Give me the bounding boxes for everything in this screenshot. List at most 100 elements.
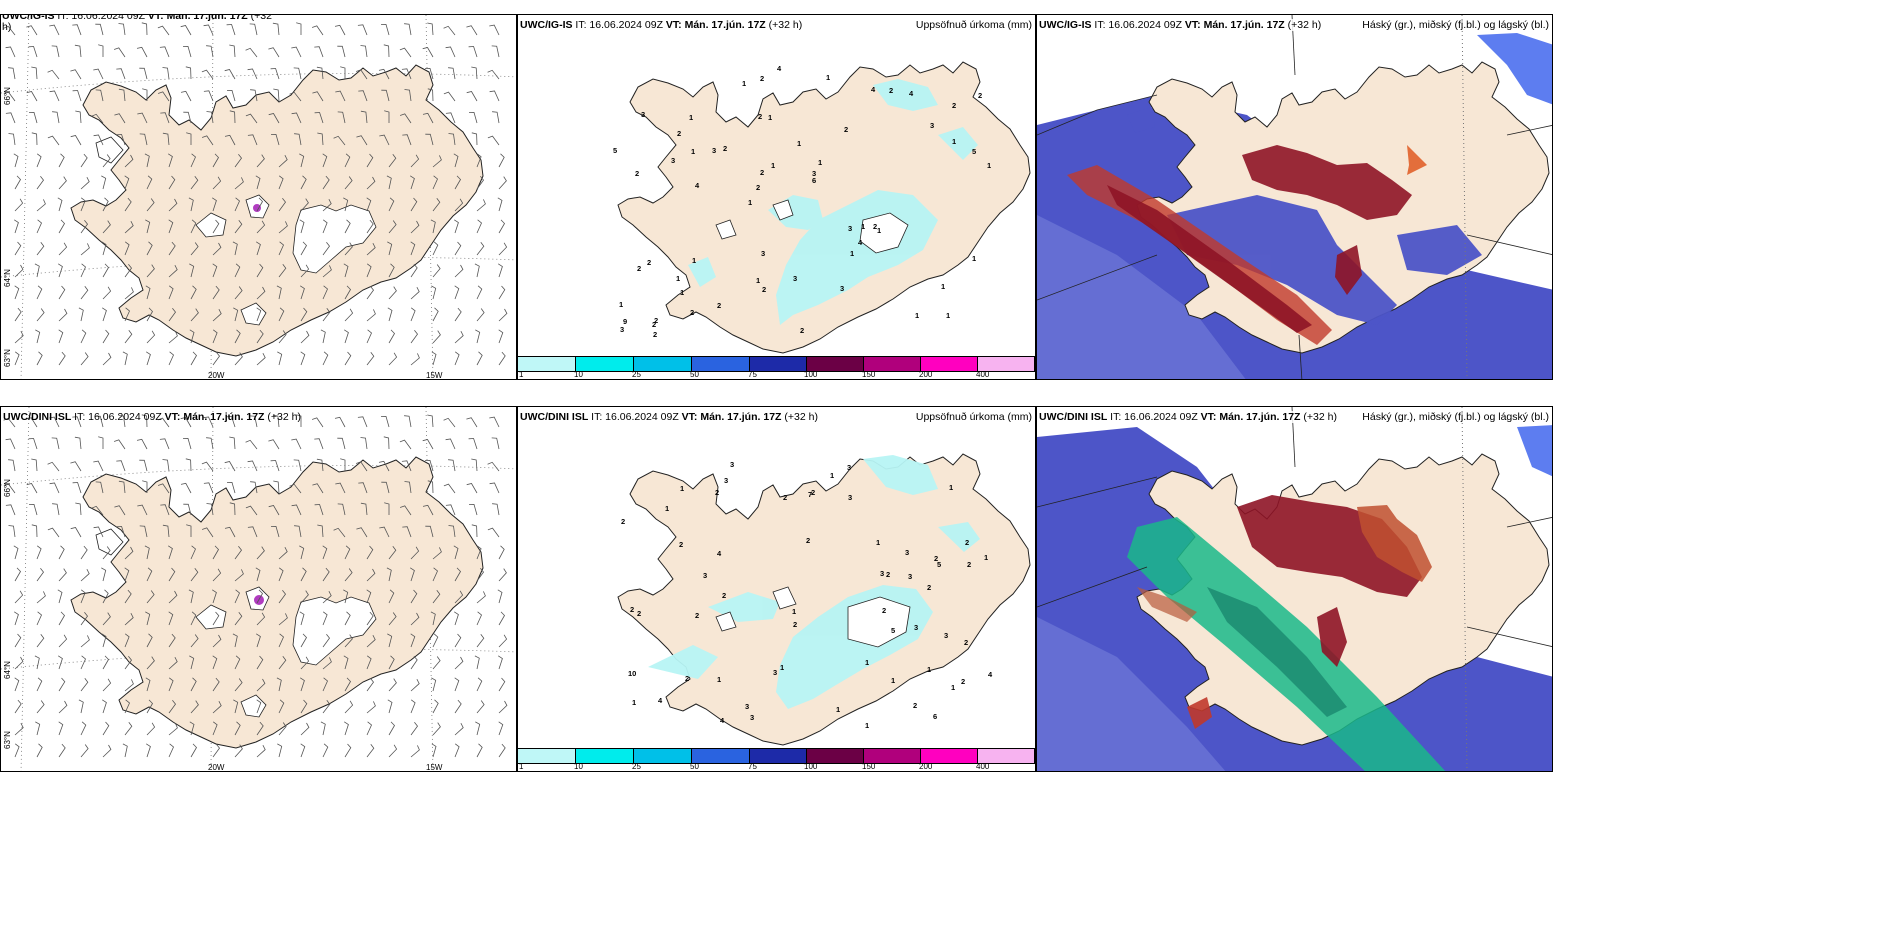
wind-barb bbox=[344, 351, 352, 366]
precip-value: 1 bbox=[771, 161, 775, 170]
wind-barb bbox=[425, 525, 434, 538]
wind-barb bbox=[466, 25, 478, 36]
precip-value: 9 bbox=[623, 317, 627, 326]
wind-barb bbox=[233, 699, 239, 714]
wind-barb bbox=[226, 416, 236, 428]
wind-barb bbox=[28, 503, 38, 516]
wind-barb bbox=[384, 110, 390, 123]
wind-barb bbox=[124, 197, 132, 212]
wind-barb bbox=[299, 219, 305, 234]
wind-barb bbox=[142, 88, 148, 101]
wind-barb bbox=[145, 743, 151, 758]
wind-barb bbox=[36, 700, 45, 714]
wind-barb bbox=[344, 219, 351, 234]
wind-barb bbox=[410, 154, 420, 168]
wind-barb bbox=[224, 69, 236, 80]
wind-barb bbox=[36, 545, 42, 560]
wind-barb bbox=[255, 633, 261, 648]
precip-value: 3 bbox=[620, 325, 624, 334]
wind-barb bbox=[404, 481, 412, 494]
wind-barb bbox=[356, 527, 368, 538]
precip-value: 1 bbox=[830, 471, 834, 480]
precip-value: 4 bbox=[658, 696, 663, 705]
wind-barb bbox=[168, 219, 174, 234]
wind-barb bbox=[366, 243, 376, 256]
wind-barb bbox=[399, 113, 412, 124]
wind-barb bbox=[139, 67, 148, 80]
wind-barb bbox=[498, 743, 506, 758]
wind-barb bbox=[247, 526, 258, 538]
colorbar-label: 200 bbox=[919, 762, 933, 771]
wind-barb bbox=[102, 655, 109, 670]
wind-barb bbox=[273, 88, 280, 102]
panel-top-left-wind: UWC/IG-IS IT: 16.06.2024 09Z VT: Mán. 17… bbox=[0, 14, 517, 380]
lat-label-63: 63°N bbox=[3, 731, 12, 749]
wind-barb bbox=[432, 722, 441, 736]
wind-barb bbox=[168, 567, 176, 582]
wind-barb bbox=[443, 91, 456, 102]
wind-barb bbox=[102, 352, 112, 366]
precip-value: 1 bbox=[756, 276, 760, 285]
wind-barb bbox=[366, 263, 372, 278]
wind-barb bbox=[335, 482, 346, 494]
wind-barb bbox=[101, 699, 107, 714]
wind-barb bbox=[388, 197, 395, 212]
wind-barb bbox=[70, 69, 82, 80]
wind-barb bbox=[320, 721, 326, 736]
wind-barb bbox=[47, 461, 60, 472]
wind-barb bbox=[3, 417, 16, 428]
wind-barb bbox=[471, 66, 478, 80]
title-it: IT: 16.06.2024 09Z bbox=[1094, 19, 1182, 31]
wind-barb bbox=[26, 483, 38, 494]
wind-barb bbox=[144, 545, 150, 560]
wind-barb bbox=[249, 415, 258, 428]
wind-barb bbox=[454, 590, 464, 604]
wind-barb bbox=[299, 611, 305, 626]
wind-barb bbox=[93, 526, 104, 538]
wind-barb bbox=[432, 567, 438, 582]
wind-barb bbox=[476, 153, 482, 168]
precip-value: 1 bbox=[717, 675, 721, 684]
wind-barb bbox=[454, 351, 460, 366]
wind-barb bbox=[180, 482, 192, 494]
wind-barb bbox=[72, 24, 82, 36]
wind-barb bbox=[145, 351, 151, 366]
title-lead: (+32 h) bbox=[768, 19, 803, 31]
wind-barb bbox=[224, 461, 236, 472]
wind-barb bbox=[36, 285, 43, 300]
cloud-map bbox=[1037, 15, 1552, 379]
colorbar-swatch bbox=[864, 749, 921, 763]
precip-value: 3 bbox=[641, 110, 645, 119]
wind-barb bbox=[102, 197, 109, 212]
wind-barb bbox=[14, 743, 20, 758]
wind-barb bbox=[51, 437, 60, 450]
wind-barb bbox=[212, 285, 220, 300]
wind-barb bbox=[432, 155, 442, 168]
wind-barb bbox=[201, 461, 214, 472]
wind-barb bbox=[102, 286, 112, 300]
wind-barb bbox=[139, 525, 148, 538]
wind-barb bbox=[448, 525, 456, 538]
wind-barb bbox=[188, 589, 194, 604]
precip-value: 2 bbox=[679, 540, 683, 549]
title-it: IT: 16.06.2024 09Z bbox=[575, 19, 663, 31]
colorbar-swatch bbox=[692, 749, 750, 763]
wind-barb bbox=[58, 611, 65, 626]
wind-barb bbox=[300, 633, 307, 648]
colorbar-label: 150 bbox=[862, 762, 876, 771]
wind-barb bbox=[498, 611, 505, 626]
precip-value: 2 bbox=[967, 560, 971, 569]
wind-barb bbox=[206, 437, 214, 450]
wind-barb bbox=[388, 655, 395, 670]
colorbar-swatch bbox=[750, 357, 807, 371]
wind-barb bbox=[101, 241, 107, 256]
precip-value: 3 bbox=[761, 249, 765, 258]
wind-barb bbox=[388, 352, 398, 366]
precip-value: 1 bbox=[680, 484, 684, 493]
precip-value: 3 bbox=[930, 121, 934, 130]
precip-value: 1 bbox=[826, 73, 830, 82]
wind-barb bbox=[256, 546, 265, 560]
wind-barb bbox=[144, 153, 150, 168]
title-model: UWC/DINI ISL bbox=[3, 411, 72, 423]
wind-barb bbox=[476, 285, 483, 300]
